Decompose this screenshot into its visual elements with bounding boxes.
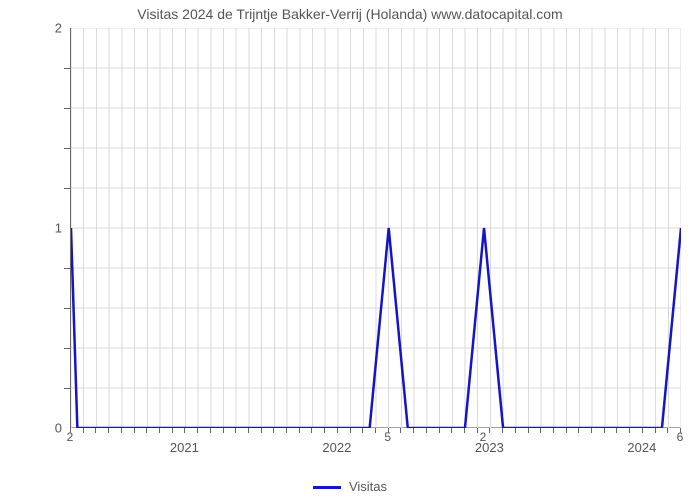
x-year-label: 2024: [627, 440, 656, 455]
x-month-tick: [578, 428, 579, 433]
x-month-tick: [400, 428, 401, 433]
plot-area: [70, 28, 680, 428]
x-month-tick: [667, 428, 668, 433]
y-tick-label: 1: [42, 221, 62, 236]
x-month-tick: [502, 428, 503, 433]
legend-swatch: [313, 486, 341, 489]
x-month-tick: [591, 428, 592, 433]
x-month-tick: [477, 428, 478, 433]
x-month-tick: [515, 428, 516, 433]
visitas-chart: Visitas 2024 de Trijntje Bakker-Verrij (…: [0, 0, 700, 500]
x-month-tick: [439, 428, 440, 433]
x-month-tick: [83, 428, 84, 433]
x-month-tick: [388, 428, 389, 433]
x-month-tick: [223, 428, 224, 433]
x-month-tick: [629, 428, 630, 433]
y-minor-tick: [64, 308, 70, 309]
x-month-tick: [210, 428, 211, 433]
x-month-tick: [553, 428, 554, 433]
x-month-tick: [616, 428, 617, 433]
legend-label: Visitas: [349, 479, 387, 494]
x-month-tick: [95, 428, 96, 433]
y-tick-label: 0: [42, 421, 62, 436]
x-month-tick: [108, 428, 109, 433]
x-month-tick: [159, 428, 160, 433]
y-minor-tick: [64, 268, 70, 269]
x-month-tick: [375, 428, 376, 433]
x-month-tick: [566, 428, 567, 433]
x-month-tick: [655, 428, 656, 433]
x-month-tick: [172, 428, 173, 433]
x-data-label: 2: [480, 430, 487, 444]
x-month-tick: [299, 428, 300, 433]
x-month-tick: [528, 428, 529, 433]
x-month-tick: [311, 428, 312, 433]
x-month-tick: [70, 428, 71, 433]
chart-title: Visitas 2024 de Trijntje Bakker-Verrij (…: [0, 6, 700, 22]
x-month-tick: [413, 428, 414, 433]
x-year-label: 2022: [322, 440, 351, 455]
y-minor-tick: [64, 148, 70, 149]
x-year-label: 2021: [170, 440, 199, 455]
x-month-tick: [248, 428, 249, 433]
x-month-tick: [350, 428, 351, 433]
x-month-tick: [362, 428, 363, 433]
x-month-tick: [134, 428, 135, 433]
x-month-tick: [680, 428, 681, 433]
x-month-tick: [197, 428, 198, 433]
x-month-tick: [273, 428, 274, 433]
y-minor-tick: [64, 348, 70, 349]
plot-svg: [71, 28, 681, 428]
x-month-tick: [489, 428, 490, 433]
x-month-tick: [261, 428, 262, 433]
x-month-tick: [464, 428, 465, 433]
y-minor-tick: [64, 68, 70, 69]
x-month-tick: [337, 428, 338, 433]
x-month-tick: [324, 428, 325, 433]
y-minor-tick: [64, 388, 70, 389]
x-month-tick: [426, 428, 427, 433]
x-month-tick: [540, 428, 541, 433]
x-month-tick: [451, 428, 452, 433]
x-month-tick: [121, 428, 122, 433]
x-month-tick: [146, 428, 147, 433]
x-month-tick: [184, 428, 185, 433]
x-month-tick: [604, 428, 605, 433]
x-month-tick: [286, 428, 287, 433]
y-tick-label: 2: [42, 21, 62, 36]
y-minor-tick: [64, 108, 70, 109]
x-month-tick: [235, 428, 236, 433]
x-month-tick: [642, 428, 643, 433]
legend: Visitas: [0, 479, 700, 494]
y-minor-tick: [64, 188, 70, 189]
